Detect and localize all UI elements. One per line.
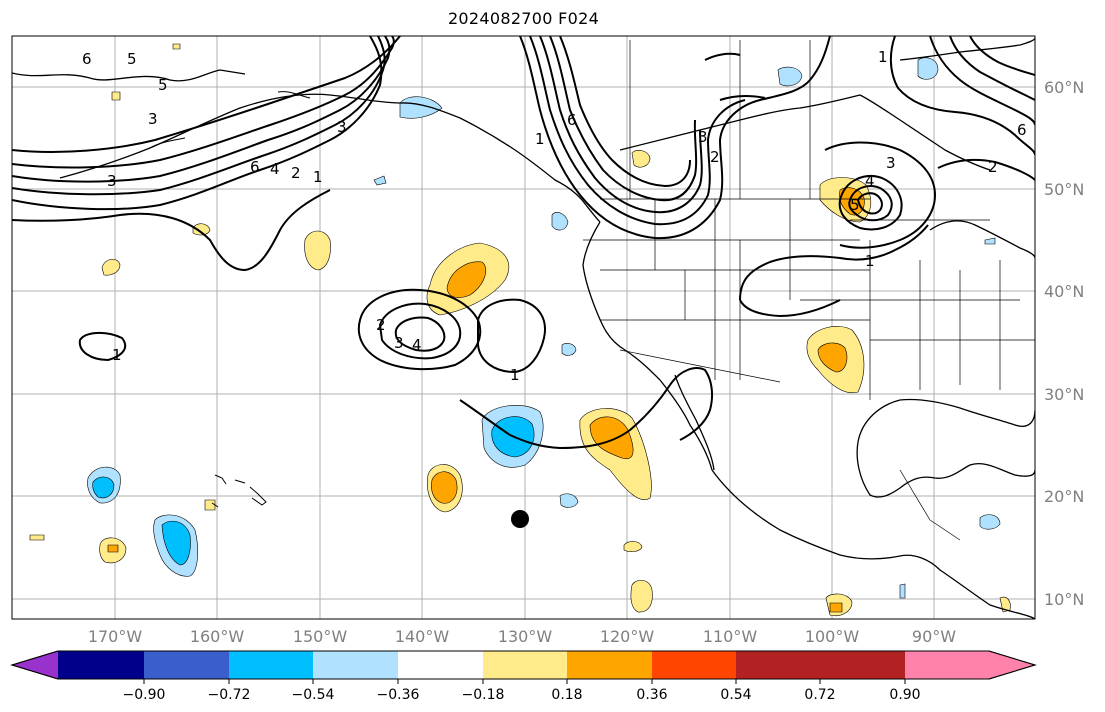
- contour-label: 2: [988, 158, 998, 176]
- lon-label-140w: 140°W: [395, 627, 450, 646]
- colorbar-swatch-10b: [820, 651, 905, 679]
- lon-label-150w: 150°W: [293, 627, 348, 646]
- lat-label-60n: 60°N: [1044, 78, 1084, 97]
- longitude-labels: 170°W 160°W 150°W 140°W 130°W 120°W 110°…: [88, 627, 956, 646]
- lat-label-40n: 40°N: [1044, 282, 1084, 301]
- contour-label: 1: [313, 168, 323, 186]
- colorbar-tick-label: 0.18: [551, 687, 582, 703]
- colorbar-swatch-0: [12, 651, 58, 679]
- contour-label: 4: [865, 172, 875, 190]
- lat-label-10n: 10°N: [1044, 590, 1084, 609]
- latitude-labels: 60°N 50°N 40°N 30°N 20°N 10°N: [1044, 78, 1084, 609]
- contour-label: 1: [535, 130, 545, 148]
- contour-label: 3: [107, 172, 117, 190]
- islands: [149, 91, 311, 508]
- lon-label-90w: 90°W: [912, 627, 956, 646]
- colorbar-tick-label: 0.54: [720, 687, 751, 703]
- gridlines: [12, 36, 1035, 619]
- contour-label: 4: [270, 160, 280, 178]
- contour-label-group: 3 5 6 1 3 3 6 4 2 1 6 1 3 2 2 3 4 5 1 2 …: [82, 48, 1027, 384]
- lat-label-50n: 50°N: [1044, 180, 1084, 199]
- contour-label: 6: [1017, 121, 1027, 139]
- contour-label: 1: [878, 48, 888, 66]
- colorbar-swatch-4: [313, 651, 398, 679]
- contour-label: 1: [510, 366, 520, 384]
- contour-label: 6: [250, 158, 260, 176]
- contour-label: 3: [394, 334, 404, 352]
- colorbar-swatch-2: [144, 651, 229, 679]
- contour-label: 3: [337, 118, 347, 136]
- colorbar-labels: −0.90 −0.72 −0.54 −0.36 −0.18 0.18 0.36 …: [123, 687, 921, 703]
- contour-label: 5: [850, 196, 860, 214]
- lon-label-160w: 160°W: [190, 627, 245, 646]
- lon-label-170w: 170°W: [88, 627, 143, 646]
- colorbar-swatch-8: [652, 651, 736, 679]
- colorbar-tick-label: −0.54: [292, 687, 335, 703]
- colorbar-swatch-6: [483, 651, 567, 679]
- colorbar-tick-label: −0.72: [208, 687, 251, 703]
- colorbar-swatch-9: [736, 651, 820, 679]
- contour-label: 3: [698, 128, 708, 146]
- contour-label: 4: [412, 336, 422, 354]
- colorbar-outline-top: [10, 650, 1037, 680]
- colorbar-tick-label: 0.90: [889, 687, 920, 703]
- contour-label: 6: [567, 111, 577, 129]
- colorbar-tick-label: −0.90: [123, 687, 166, 703]
- contour-label: 1: [112, 346, 122, 364]
- colorbar-swatch-5: [398, 651, 483, 679]
- contour-label: 2: [291, 164, 301, 182]
- contour-label: 1: [865, 252, 875, 270]
- colorbar-ticks: [143, 679, 906, 684]
- colorbar-swatch-7: [567, 651, 652, 679]
- lat-label-20n: 20°N: [1044, 487, 1084, 506]
- map-title: 2024082700 F024: [447, 9, 600, 28]
- colorbar-tick-label: −0.18: [462, 687, 505, 703]
- lon-label-110w: 110°W: [703, 627, 758, 646]
- colorbar-tick-label: −0.36: [377, 687, 420, 703]
- colorbar-tick-label: 0.36: [636, 687, 667, 703]
- colorbar-swatch-10c: [905, 651, 989, 679]
- contour-label: 5: [127, 50, 137, 68]
- colorbar-tick-label: 0.72: [804, 687, 835, 703]
- anomaly-fills: [29, 43, 1011, 617]
- colorbar-swatch-1: [58, 651, 144, 679]
- lat-label-30n: 30°N: [1044, 385, 1084, 404]
- contour-lines: [12, 36, 1035, 450]
- lon-label-100w: 100°W: [805, 627, 860, 646]
- contour-label: 3: [886, 154, 896, 172]
- colorbar: [10, 650, 1037, 680]
- contour-label: 3: [148, 110, 158, 128]
- contour-label: 5: [158, 76, 168, 94]
- contour-label: 2: [710, 148, 720, 166]
- contour-label: 6: [82, 50, 92, 68]
- political-borders: [583, 40, 1035, 541]
- storm-marker-dot: [511, 510, 529, 528]
- lon-label-130w: 130°W: [498, 627, 553, 646]
- lon-label-120w: 120°W: [600, 627, 655, 646]
- map-frame: [11, 35, 1036, 620]
- contour-label: 2: [376, 316, 386, 334]
- colorbar-swatch-3: [229, 651, 313, 679]
